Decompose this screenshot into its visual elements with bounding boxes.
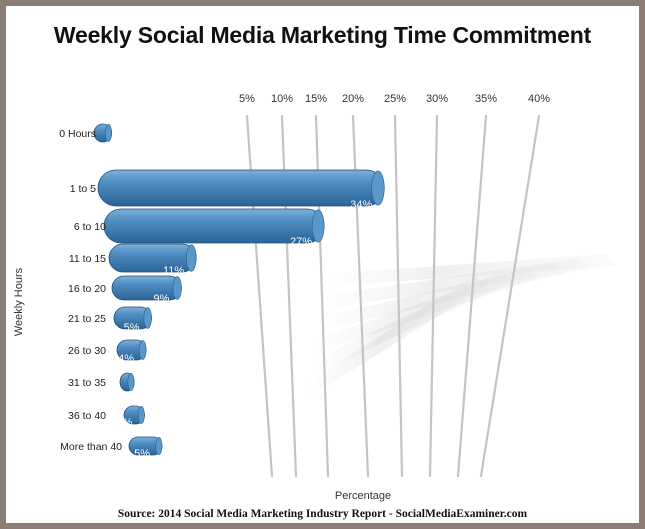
x-axis-label: Percentage (335, 490, 391, 502)
category-label: 6 to 10 (74, 221, 106, 233)
bar-body (97, 169, 385, 207)
bar-end-cap (186, 244, 197, 272)
bar: 3% (117, 405, 145, 429)
category-label: 0 Hours (59, 128, 96, 140)
bar-end-cap (137, 406, 145, 424)
data-label: 34% (350, 199, 372, 211)
data-label: 11% (163, 265, 184, 277)
category-label: More than 40 (60, 441, 122, 453)
gridline (456, 114, 488, 478)
chart-plot: 5% 10% 15% 20% 25% 30% 35% 40% 2% 34% 27% 11% 9% 5% 4… (13, 93, 616, 502)
bar-end-cap (127, 373, 135, 391)
x-tick-label: 15% (305, 93, 327, 105)
gridline (479, 114, 541, 478)
x-tick-label: 10% (271, 93, 293, 105)
data-label: 3% (117, 417, 133, 429)
category-label: 1 to 5 (70, 183, 96, 195)
bar: 27% (103, 208, 325, 248)
source-note: Source: 2014 Social Media Marketing Indu… (117, 508, 528, 520)
bar-end-cap (311, 209, 325, 243)
data-label: 9% (154, 293, 170, 305)
category-labels: 0 Hours 1 to 5 6 to 10 11 to 15 16 to 20 21 t… (59, 128, 122, 453)
bar-end-cap (105, 124, 112, 142)
x-tick-labels: 5% 10% 15% 20% 25% 30% 35% 40% (239, 93, 550, 105)
bar: 5% (113, 306, 152, 334)
gridline (428, 114, 439, 478)
x-tick-label: 30% (426, 93, 448, 105)
gridline (393, 114, 404, 478)
bar-shadows (306, 254, 616, 396)
data-label: 27% (290, 236, 312, 248)
category-label: 11 to 15 (69, 253, 106, 265)
data-label: 2% (126, 128, 142, 140)
bar: 2% (93, 123, 142, 143)
bar-end-cap (172, 276, 182, 300)
category-label: 26 to 30 (68, 345, 106, 357)
data-label: 2% (106, 384, 122, 396)
bar: 9% (111, 275, 182, 305)
category-label: 31 to 35 (68, 377, 106, 389)
category-label: 21 to 25 (68, 313, 106, 325)
bar-end-cap (138, 340, 147, 360)
category-label: 16 to 20 (68, 283, 106, 295)
bar: 4% (116, 339, 147, 365)
category-label: 36 to 40 (68, 410, 106, 422)
bar-end-cap (143, 307, 152, 329)
x-tick-label: 35% (475, 93, 497, 105)
x-tick-label: 20% (342, 93, 364, 105)
bar: 5% (128, 436, 163, 460)
data-label: 5% (124, 322, 140, 334)
bars: 2% 34% 27% 11% 9% 5% 4% 2% 3% 5% (93, 123, 385, 460)
x-tick-label: 40% (528, 93, 550, 105)
y-axis-label: Weekly Hours (13, 267, 25, 336)
data-label: 5% (134, 448, 150, 460)
bar: 11% (108, 243, 197, 277)
chart-title: Weekly Social Media Marketing Time Commi… (53, 22, 592, 48)
x-tick-label: 25% (384, 93, 406, 105)
bar-end-cap (155, 437, 163, 455)
x-tick-label: 5% (239, 93, 255, 105)
bar-body (111, 275, 182, 301)
bar-end-cap (371, 170, 385, 206)
data-label: 4% (118, 353, 134, 365)
bar: 34% (97, 169, 385, 211)
bar: 2% (106, 372, 135, 396)
